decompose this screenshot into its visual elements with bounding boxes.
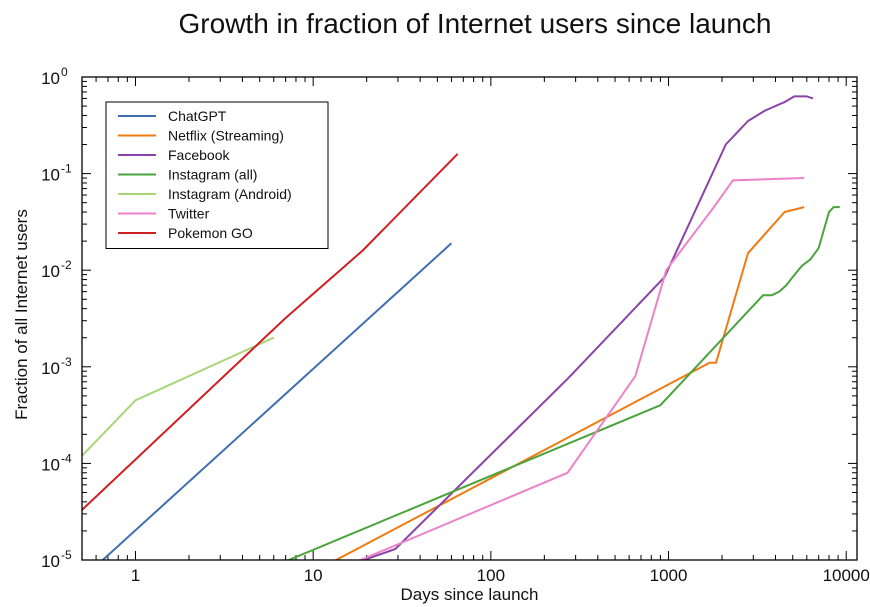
y-axis-title: Fraction of all Internet users: [12, 209, 31, 420]
y-tick-base: 10: [41, 262, 60, 281]
y-tick-label: 10 -4: [41, 451, 72, 474]
legend-label-chatgpt: ChatGPT: [168, 108, 227, 124]
y-tick-label: 10 0: [41, 65, 68, 88]
x-tick-label: 10000: [823, 566, 870, 585]
y-tick-exponent: -1: [61, 162, 72, 176]
y-tick-label: 10 -1: [41, 162, 72, 185]
series-line-instagram-all: [260, 207, 840, 572]
y-tick-base: 10: [41, 69, 60, 88]
series-line-chatgpt: [89, 243, 451, 572]
x-tick-label: 100: [477, 566, 505, 585]
y-tick-exponent: -3: [61, 355, 72, 369]
y-tick-label: 10 -5: [41, 548, 72, 571]
y-tick-exponent: -5: [61, 548, 72, 562]
legend-label-twitter: Twitter: [168, 206, 210, 222]
legend: ChatGPT Netflix (Streaming) Facebook Instag…: [106, 102, 328, 249]
y-tick-exponent: -4: [61, 451, 72, 465]
y-tick-exponent: 0: [61, 65, 68, 79]
legend-label-facebook: Facebook: [168, 147, 230, 163]
y-tick-label: 10 -3: [41, 355, 72, 378]
series-line-facebook: [345, 96, 814, 566]
y-tick-base: 10: [41, 166, 60, 185]
y-tick-base: 10: [41, 552, 60, 571]
x-tick-label: 1000: [650, 566, 688, 585]
y-tick-label: 10 -2: [41, 258, 72, 281]
legend-label-pokemon-go: Pokemon GO: [168, 225, 253, 241]
x-tick-label: 10: [304, 566, 323, 585]
legend-label-instagram-android: Instagram (Android): [168, 186, 292, 202]
series-line-netflix-streaming: [313, 207, 804, 572]
x-axis-title: Days since launch: [401, 585, 539, 604]
legend-label-instagram-all: Instagram (all): [168, 167, 257, 183]
legend-label-netflix-streaming: Netflix (Streaming): [168, 128, 284, 144]
y-tick-exponent: -2: [61, 258, 72, 272]
y-tick-base: 10: [41, 359, 60, 378]
y-tick-base: 10: [41, 455, 60, 474]
x-tick-label: 1: [131, 566, 140, 585]
